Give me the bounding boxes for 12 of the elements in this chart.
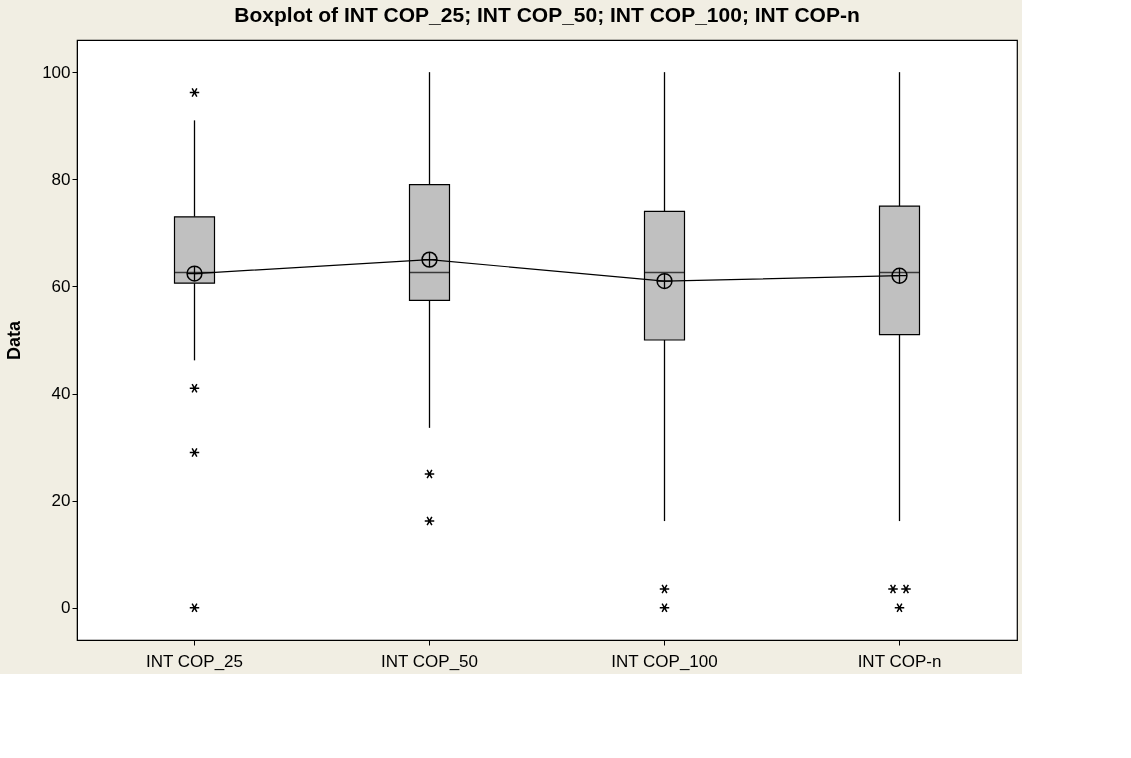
x-tick-label: INT COP_25 (145, 651, 244, 671)
y-tick-label: 60 (51, 276, 71, 296)
y-tick-label: 80 (51, 169, 71, 189)
y-axis-title: Data (4, 320, 25, 361)
x-tick-label: INT COP_50 (380, 651, 479, 671)
y-tick-label: 100 (42, 62, 71, 82)
chart-title: Boxplot of INT COP_25; INT COP_50; INT COP_100; INT COP-n (234, 3, 860, 26)
y-tick-label: 40 (51, 384, 71, 404)
x-tick-label: INT COP-n (857, 651, 942, 671)
y-tick-label: 20 (51, 491, 71, 511)
x-tick-label: INT COP_100 (611, 651, 718, 671)
y-tick-label: 0 (61, 598, 71, 618)
